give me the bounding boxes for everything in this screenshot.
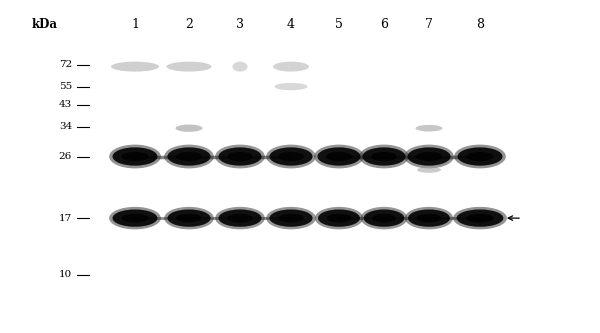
Ellipse shape (457, 209, 503, 227)
Ellipse shape (227, 214, 253, 222)
Ellipse shape (408, 209, 450, 227)
Ellipse shape (278, 152, 304, 161)
Text: 5: 5 (335, 18, 343, 32)
Ellipse shape (266, 145, 316, 168)
Text: 6: 6 (380, 18, 388, 32)
Text: 8: 8 (476, 18, 484, 32)
Ellipse shape (233, 62, 248, 72)
Ellipse shape (326, 214, 352, 222)
Ellipse shape (415, 125, 443, 132)
Ellipse shape (361, 207, 407, 229)
Ellipse shape (266, 207, 316, 229)
Ellipse shape (318, 209, 360, 227)
Ellipse shape (364, 209, 404, 227)
Ellipse shape (113, 147, 157, 166)
Text: 10: 10 (59, 270, 72, 279)
Ellipse shape (454, 145, 506, 168)
Ellipse shape (453, 207, 507, 229)
Text: 34: 34 (59, 122, 72, 131)
Ellipse shape (167, 147, 211, 166)
Text: 3: 3 (236, 18, 244, 32)
Ellipse shape (372, 214, 396, 222)
Ellipse shape (405, 207, 453, 229)
Ellipse shape (371, 152, 397, 161)
Ellipse shape (218, 209, 262, 227)
Text: kDa: kDa (32, 18, 58, 32)
Ellipse shape (227, 152, 253, 161)
Ellipse shape (121, 152, 149, 161)
Ellipse shape (176, 125, 203, 132)
Ellipse shape (359, 145, 409, 168)
Ellipse shape (362, 147, 406, 166)
Text: 26: 26 (59, 152, 72, 161)
Text: 55: 55 (59, 82, 72, 91)
Ellipse shape (315, 207, 363, 229)
Ellipse shape (164, 207, 214, 229)
Ellipse shape (407, 147, 451, 166)
Ellipse shape (416, 152, 442, 161)
Ellipse shape (109, 207, 161, 229)
Ellipse shape (314, 145, 364, 168)
Ellipse shape (113, 209, 157, 227)
Ellipse shape (417, 167, 441, 173)
Ellipse shape (458, 147, 503, 166)
Text: 43: 43 (59, 100, 72, 110)
Ellipse shape (278, 214, 304, 222)
Ellipse shape (467, 152, 493, 161)
Ellipse shape (215, 207, 265, 229)
Text: 4: 4 (287, 18, 295, 32)
Ellipse shape (111, 62, 159, 72)
Ellipse shape (176, 214, 202, 222)
Text: 7: 7 (425, 18, 433, 32)
Ellipse shape (404, 145, 454, 168)
Ellipse shape (326, 152, 352, 161)
Ellipse shape (167, 209, 211, 227)
Ellipse shape (273, 62, 309, 72)
Ellipse shape (167, 62, 212, 72)
Ellipse shape (416, 214, 442, 222)
Text: 17: 17 (59, 213, 72, 223)
Ellipse shape (176, 152, 202, 161)
Ellipse shape (275, 83, 308, 90)
Ellipse shape (215, 145, 265, 168)
Ellipse shape (164, 145, 214, 168)
Text: 1: 1 (131, 18, 139, 32)
Text: 2: 2 (185, 18, 193, 32)
Ellipse shape (317, 147, 361, 166)
Text: 72: 72 (59, 60, 72, 70)
Ellipse shape (218, 147, 262, 166)
Ellipse shape (466, 214, 494, 222)
Ellipse shape (269, 147, 313, 166)
Ellipse shape (269, 209, 313, 227)
Ellipse shape (109, 145, 161, 168)
Ellipse shape (121, 214, 149, 222)
